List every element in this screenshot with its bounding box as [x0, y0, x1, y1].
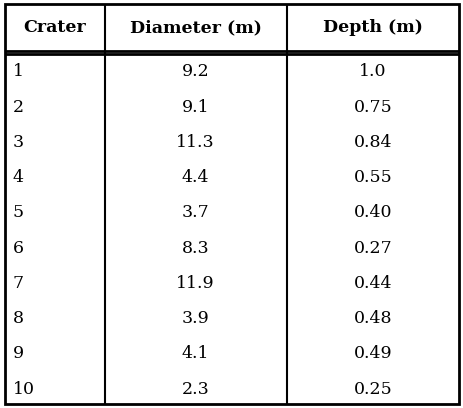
Text: 1.0: 1.0 [358, 63, 386, 80]
Text: 11.3: 11.3 [176, 134, 214, 151]
Text: 0.49: 0.49 [353, 346, 391, 362]
Text: Crater: Crater [23, 19, 86, 36]
Text: 4.4: 4.4 [181, 169, 209, 186]
Text: 4: 4 [13, 169, 24, 186]
Text: 0.44: 0.44 [353, 275, 391, 292]
Text: 7: 7 [13, 275, 24, 292]
Text: 9.1: 9.1 [181, 98, 209, 115]
Text: 3: 3 [13, 134, 24, 151]
Text: 3.7: 3.7 [181, 204, 209, 221]
Text: 0.48: 0.48 [353, 310, 391, 327]
Text: 3.9: 3.9 [181, 310, 209, 327]
Text: Depth (m): Depth (m) [322, 19, 422, 36]
Text: 2: 2 [13, 98, 24, 115]
Text: 1: 1 [13, 63, 24, 80]
Text: 0.75: 0.75 [353, 98, 392, 115]
Text: 8: 8 [13, 310, 24, 327]
Text: 11.9: 11.9 [176, 275, 214, 292]
Text: 6: 6 [13, 239, 24, 257]
Text: 2.3: 2.3 [181, 381, 209, 398]
Text: 0.40: 0.40 [353, 204, 391, 221]
Text: 9.2: 9.2 [181, 63, 209, 80]
Text: 0.84: 0.84 [353, 134, 391, 151]
Text: Diameter (m): Diameter (m) [129, 19, 261, 36]
Text: 0.27: 0.27 [353, 239, 392, 257]
Text: 0.25: 0.25 [353, 381, 392, 398]
Text: 9: 9 [13, 346, 24, 362]
Text: 10: 10 [13, 381, 35, 398]
Text: 0.55: 0.55 [353, 169, 392, 186]
Text: 8.3: 8.3 [181, 239, 209, 257]
Text: 5: 5 [13, 204, 24, 221]
Text: 4.1: 4.1 [181, 346, 209, 362]
